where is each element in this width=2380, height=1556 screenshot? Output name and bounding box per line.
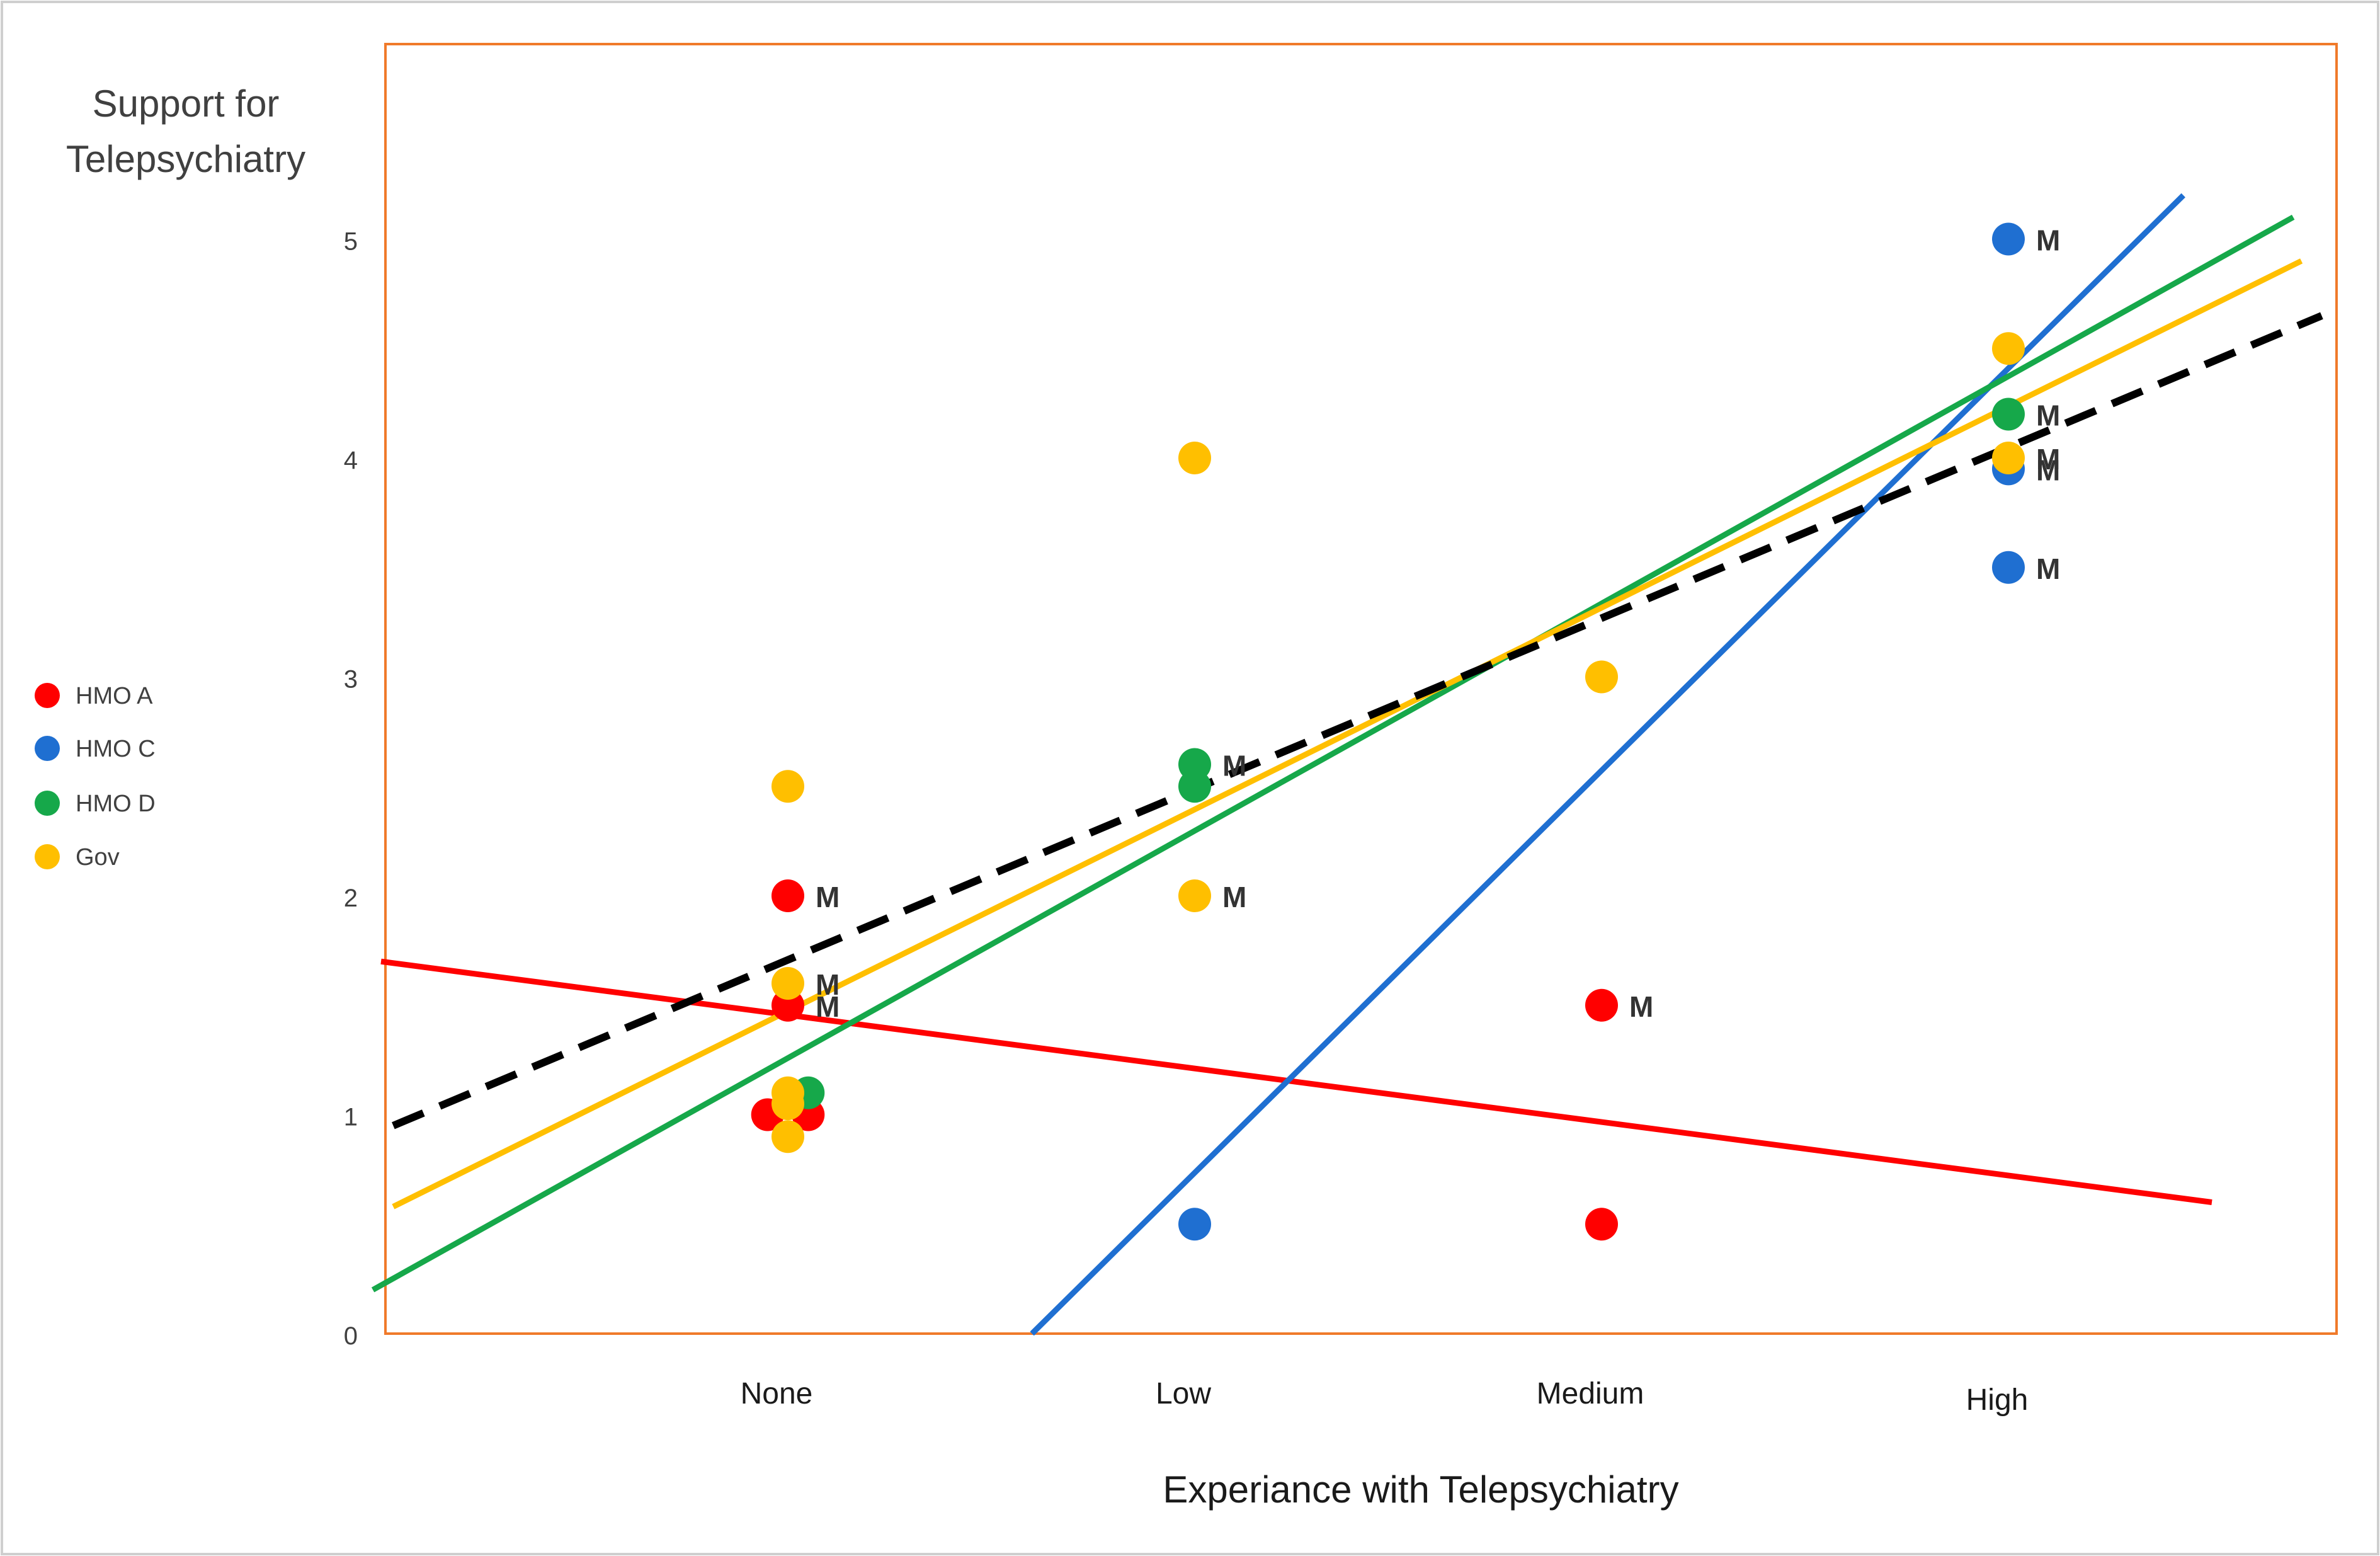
data-point <box>1178 442 1211 474</box>
x-tick-label: Medium <box>1537 1377 1644 1410</box>
data-point <box>1585 988 1618 1022</box>
y-axis-label-line-2: Telepsychiatry <box>66 138 305 180</box>
y-tick-label: 4 <box>344 447 358 474</box>
legend-marker <box>35 844 60 869</box>
point-marker-label: M <box>2036 224 2060 257</box>
legend-marker <box>35 736 60 761</box>
point-marker-label: M <box>816 881 840 913</box>
trend-line <box>392 258 2303 1210</box>
data-point <box>1992 442 2025 474</box>
y-axis-label-line-1: Support for <box>93 83 280 125</box>
point-marker-label: M <box>1222 881 1246 913</box>
trend-line <box>371 214 2295 1293</box>
y-axis-ticks: 0 1 2 3 4 5 <box>344 228 358 1351</box>
point-marker-label: M <box>1222 750 1246 782</box>
x-tick-label: None <box>741 1377 813 1410</box>
y-tick-label: 2 <box>344 884 358 912</box>
data-point <box>1992 332 2025 365</box>
data-point <box>772 879 804 912</box>
legend-label: HMO C <box>76 736 156 762</box>
point-marker-label: M <box>816 990 840 1023</box>
legend-marker <box>35 791 60 816</box>
point-marker-label: M <box>816 968 840 1001</box>
point-marker-label: M <box>2036 443 2060 476</box>
x-axis-ticks: None Low Medium High <box>741 1377 2029 1417</box>
data-point <box>772 967 804 1000</box>
point-marker-label: M <box>2036 552 2060 585</box>
data-point <box>1992 398 2025 431</box>
legend: HMO A HMO C HMO D Gov <box>35 683 156 871</box>
data-point <box>1992 551 2025 584</box>
point-marker-label: M <box>2036 399 2060 432</box>
data-point <box>1178 879 1211 912</box>
plot-area-border <box>384 43 2338 1335</box>
data-point <box>1992 222 2025 256</box>
y-tick-label: 0 <box>344 1322 358 1350</box>
data-point <box>1178 770 1211 803</box>
x-axis-label: Experiance with Telepsychiatry <box>1163 1468 1678 1511</box>
y-tick-label: 5 <box>344 228 358 256</box>
y-tick-label: 3 <box>344 666 358 694</box>
data-point <box>1585 660 1618 694</box>
point-marker-label: M <box>1629 990 1653 1023</box>
data-point <box>1178 1208 1211 1241</box>
legend-marker <box>35 683 60 708</box>
x-tick-label: High <box>1966 1383 2029 1417</box>
y-axis-label: Support for Telepsychiatry <box>66 83 305 180</box>
data-point <box>772 1120 804 1153</box>
x-tick-label: Low <box>1156 1377 1211 1410</box>
point-marker-label: M <box>2036 454 2060 486</box>
data-point <box>772 1087 804 1121</box>
data-point <box>772 770 804 803</box>
data-point <box>1585 1208 1618 1241</box>
legend-label: HMO D <box>76 791 156 817</box>
legend-label: Gov <box>76 844 120 871</box>
legend-label: HMO A <box>76 683 153 709</box>
y-tick-label: 1 <box>344 1104 358 1131</box>
